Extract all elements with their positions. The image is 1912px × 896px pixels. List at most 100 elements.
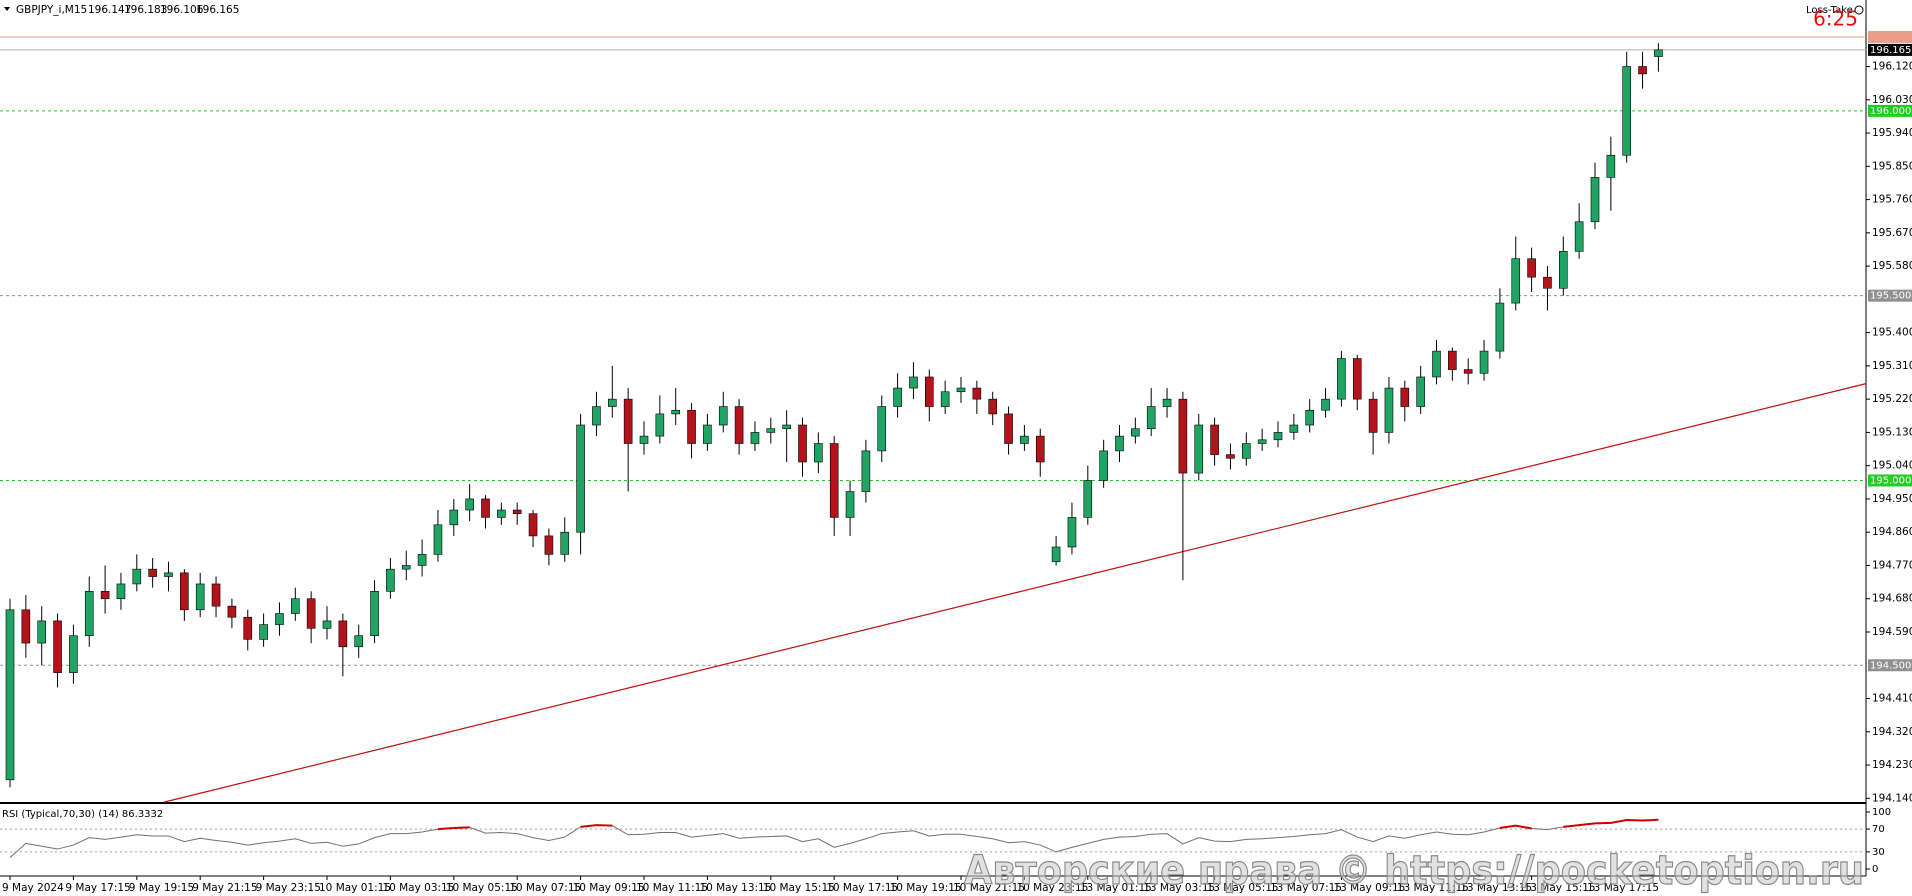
y-tick-label: 194.590 — [1872, 626, 1912, 638]
y-tick-label: 194.320 — [1872, 726, 1912, 738]
level-label: 195.000 — [1870, 475, 1911, 486]
candle-body — [1559, 251, 1568, 289]
candle-body — [1479, 350, 1489, 374]
x-tick-label: 13 May 13:15 — [1460, 882, 1532, 894]
candle-body — [386, 568, 395, 592]
candle-body — [1083, 480, 1093, 518]
candle-body — [1527, 258, 1536, 278]
rsi-overbought — [580, 824, 613, 828]
rsi-tick-label: 30 — [1872, 847, 1885, 858]
rsi-overbought — [1499, 824, 1532, 830]
x-tick-label: 10 May 23:15 — [1016, 882, 1088, 894]
candle-body — [972, 387, 982, 400]
candle-body — [401, 565, 411, 570]
rsi-tick-label: 100 — [1872, 807, 1891, 818]
candle-body — [1178, 398, 1188, 474]
y-tick-label: 195.940 — [1872, 127, 1912, 139]
symbol: GBPJPY_i,M15 — [16, 4, 87, 16]
x-tick-label: 10 May 11:15 — [636, 882, 708, 894]
x-tick-label: 10 May 19:15 — [890, 882, 962, 894]
candle-body — [592, 406, 601, 426]
candle-body — [1416, 376, 1425, 407]
x-tick-label: 10 May 09:15 — [573, 882, 645, 894]
candle-body — [703, 424, 712, 444]
trendline — [164, 383, 1867, 803]
clock-icon — [1854, 5, 1864, 15]
candle-body — [1337, 358, 1346, 400]
candle-body — [671, 409, 681, 415]
candle-body — [148, 568, 157, 577]
candle-body — [1654, 49, 1663, 57]
level-badge — [1868, 474, 1912, 487]
y-tick-label: 194.230 — [1872, 759, 1912, 771]
top-level-badge — [1868, 30, 1912, 43]
level-label: 195.500 — [1870, 291, 1911, 302]
y-tick-label: 195.130 — [1872, 426, 1912, 438]
candle-body — [322, 620, 332, 629]
candle-body — [766, 428, 776, 433]
timer: 6:25 — [1813, 7, 1858, 31]
x-tick-label: 10 May 03:15 — [382, 882, 454, 894]
candle-body — [1020, 435, 1029, 444]
y-tick-label: 194.860 — [1872, 526, 1912, 538]
x-tick-label: 10 May 01:15 — [319, 882, 391, 894]
candle-body — [924, 376, 934, 407]
candle-body — [211, 583, 221, 607]
candle-body — [1384, 387, 1394, 433]
candle-body — [338, 620, 348, 648]
x-tick-label: 13 May 15:15 — [1524, 882, 1596, 894]
x-tick-label: 10 May 15:15 — [763, 882, 835, 894]
y-tick-label: 195.850 — [1872, 160, 1912, 172]
watermark: Авторские права © https://pocketoption.r… — [964, 848, 1864, 894]
candle-body — [528, 513, 538, 537]
candle-body — [1590, 177, 1600, 223]
candle-body — [512, 509, 522, 515]
y-tick-label: 196.030 — [1872, 94, 1912, 106]
candle-body — [814, 443, 823, 463]
y-tick-label: 195.220 — [1872, 393, 1912, 405]
candle-body — [1146, 406, 1156, 430]
candle-body — [1543, 276, 1552, 289]
candle-body — [164, 572, 173, 577]
candle-body — [1368, 398, 1378, 433]
candle-body — [1162, 398, 1172, 407]
x-tick-label: 9 May 2024 — [2, 882, 64, 894]
indicator-label: Loss-Take — [1806, 5, 1853, 16]
candle-body — [370, 591, 379, 636]
candle-body — [259, 624, 268, 640]
level-badge — [1868, 289, 1912, 302]
candle-body — [354, 635, 364, 648]
candle-body — [639, 435, 649, 444]
x-tick-label: 13 May 17:15 — [1587, 882, 1659, 894]
y-tick-label: 194.680 — [1872, 593, 1912, 605]
header-low: 196.106 — [160, 4, 204, 16]
rsi-tick-label: 0 — [1872, 864, 1878, 875]
candle-body — [1210, 424, 1219, 455]
candle-body — [227, 605, 237, 618]
y-tick-label: 194.770 — [1872, 559, 1912, 571]
x-tick-label: 13 May 09:15 — [1333, 882, 1405, 894]
candle-body — [718, 406, 728, 426]
candle-body — [1321, 398, 1330, 411]
candle-body — [1574, 221, 1584, 252]
header-close: 196.165 — [196, 4, 239, 16]
candle-body — [940, 391, 950, 407]
candle-body — [21, 609, 31, 644]
x-tick-label: 13 May 07:15 — [1270, 882, 1342, 894]
candle-body — [623, 398, 633, 444]
candle-body — [1242, 443, 1251, 459]
y-tick-label: 194.950 — [1872, 493, 1912, 505]
candle-body — [829, 443, 839, 518]
candle-body — [1226, 454, 1235, 459]
x-tick-label: 13 May 03:15 — [1143, 882, 1215, 894]
candle-body — [1194, 424, 1204, 474]
x-tick-label: 9 May 21:15 — [192, 882, 257, 894]
rsi-overbought — [437, 826, 470, 831]
candle-body — [100, 591, 110, 600]
candle-body — [417, 554, 427, 566]
candle-body — [893, 387, 902, 407]
current-price-badge — [1868, 43, 1912, 56]
candle-body — [449, 509, 459, 526]
menu-arrow[interactable] — [4, 7, 10, 11]
